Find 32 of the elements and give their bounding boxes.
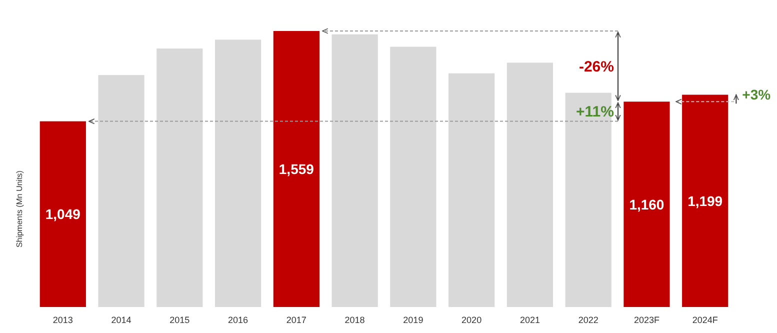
bar xyxy=(273,31,320,307)
bar xyxy=(214,40,262,307)
x-tick-label: 2023F xyxy=(634,315,660,325)
x-tick-label: 2018 xyxy=(344,315,365,325)
x-tick-label: 2014 xyxy=(111,315,132,325)
annotation: -26% xyxy=(578,58,614,76)
x-tick-label: 2019 xyxy=(403,315,424,325)
x-tick-label: 2017 xyxy=(286,315,306,325)
bar xyxy=(156,48,203,307)
bar xyxy=(332,34,378,307)
bar xyxy=(565,92,612,307)
bar xyxy=(682,94,728,307)
bar xyxy=(98,75,144,307)
bar xyxy=(40,121,86,307)
x-tick-label: 2021 xyxy=(520,315,540,325)
bar xyxy=(448,73,495,307)
data-label: 1,559 xyxy=(278,161,314,177)
bar xyxy=(624,102,670,307)
x-tick-label: 2022 xyxy=(578,315,598,325)
text: +3% xyxy=(742,86,772,103)
x-tick-label: 2015 xyxy=(170,315,190,325)
data-label: 1,199 xyxy=(688,192,723,209)
bar xyxy=(390,46,436,307)
data-label: 1,160 xyxy=(629,196,664,212)
x-tick-label: 2020 xyxy=(462,315,482,325)
data-label: 1,049 xyxy=(45,206,81,222)
x-tick-label: 2013 xyxy=(52,315,73,325)
y-axis-title: Shipments (Mn Units) xyxy=(15,170,24,248)
x-tick-label: 2024F xyxy=(692,315,718,325)
bar xyxy=(506,62,554,307)
annotation: +11% xyxy=(576,103,614,120)
x-tick-label: 2016 xyxy=(228,315,248,325)
